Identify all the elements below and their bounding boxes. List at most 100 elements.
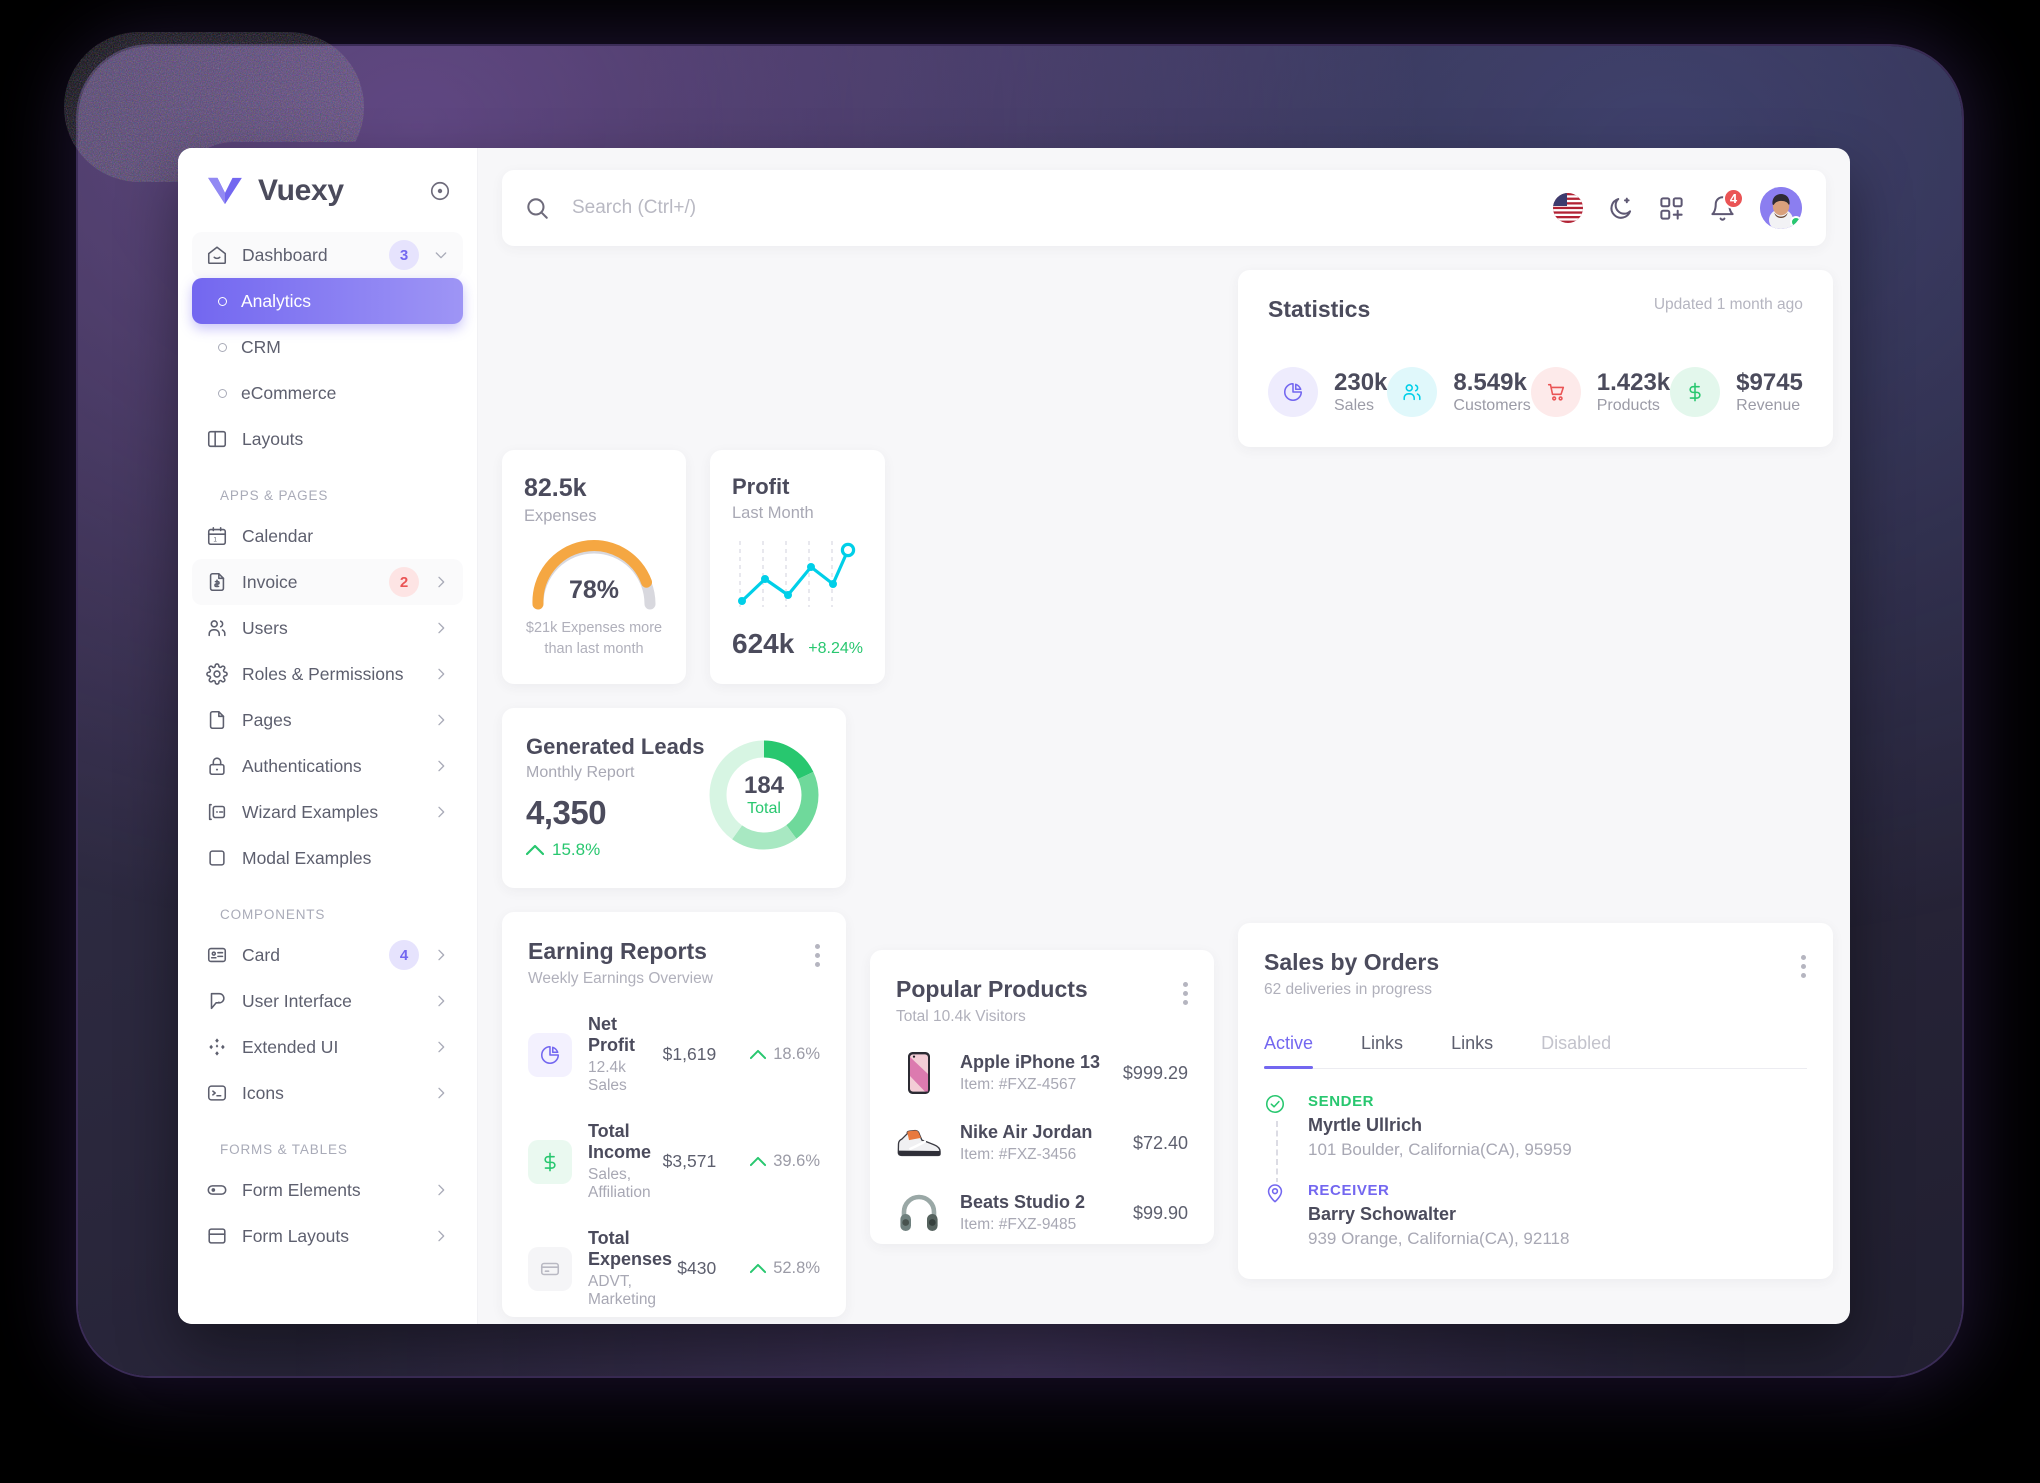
products-title: Popular Products <box>896 976 1088 1002</box>
earning-desc: ADVT, Marketing <box>588 1273 657 1309</box>
moon-icon[interactable] <box>1607 195 1634 222</box>
leads-subtitle: Monthly Report <box>526 764 635 782</box>
sidebar-item-analytics[interactable]: Analytics <box>192 278 463 324</box>
leads-text: Generated Leads Monthly Report 4,350 15.… <box>526 734 706 860</box>
grid-plus-icon[interactable] <box>1658 195 1685 222</box>
earning-amount: $1,619 <box>662 1044 717 1065</box>
sidebar-item-dashboard[interactable]: Dashboard 3 <box>192 232 463 278</box>
orders-title: Sales by Orders <box>1264 949 1440 975</box>
statistics-title: Statistics <box>1268 296 1371 322</box>
sidebar-item-label: eCommerce <box>241 382 337 403</box>
statistic-label: Products <box>1596 396 1660 414</box>
sidebar-item-crm[interactable]: CRM <box>192 324 463 370</box>
earning-pct: 52.8% <box>773 1259 820 1278</box>
product-row: Apple iPhone 13 Item: #FXZ-4567 $999.29 <box>896 1050 1188 1096</box>
sidebar-item-label: Wizard Examples <box>242 801 379 822</box>
earning-amount: $3,571 <box>662 1151 717 1172</box>
notifications-button[interactable]: 4 <box>1709 187 1744 222</box>
sidebar-item-pages[interactable]: Pages <box>192 697 463 743</box>
earning-row: Total Expenses ADVT, Marketing $430 52.8% <box>528 1228 820 1309</box>
sidebar-item-roles-permissions[interactable]: Roles & Permissions <box>192 651 463 697</box>
sidebar-item-label: Calendar <box>242 525 314 546</box>
tab-links-1[interactable]: Links <box>1361 1033 1404 1053</box>
sidebar-item-users[interactable]: Users <box>192 605 463 651</box>
sidebar-item-ecommerce[interactable]: eCommerce <box>192 370 463 416</box>
chevron-right-icon <box>433 758 449 774</box>
earning-pct: 18.6% <box>773 1045 820 1064</box>
statistic-value: 8.549k <box>1453 369 1527 397</box>
product-rows: Apple iPhone 13 Item: #FXZ-4567 $999.29 Nik… <box>896 1050 1188 1236</box>
sidebar-item-form-layouts[interactable]: Form Layouts <box>192 1213 463 1259</box>
kebab-menu-icon[interactable] <box>1801 949 1807 978</box>
statistic-label: Revenue <box>1736 396 1801 414</box>
chevron-right-icon <box>433 947 449 963</box>
timeline-name: Barry Schowalter <box>1308 1204 1457 1224</box>
sidebar-item-wizard-examples[interactable]: Wizard Examples <box>192 789 463 835</box>
earning-name: Net Profit <box>588 1014 635 1056</box>
online-status-dot <box>1790 216 1802 228</box>
tab-links-2[interactable]: Links <box>1451 1033 1494 1053</box>
statistics-updated: Updated 1 month ago <box>1653 296 1803 313</box>
sneaker-icon <box>896 1120 942 1166</box>
diamonds-icon <box>206 1036 228 1058</box>
profit-title: Profit <box>732 474 790 499</box>
product-row: Beats Studio 2 Item: #FXZ-9485 $99.90 <box>896 1190 1188 1236</box>
tab-active-0[interactable]: Active <box>1264 1021 1339 1069</box>
earning-name: Total Income <box>588 1121 652 1163</box>
statistics-header: Statistics Updated 1 month ago <box>1268 296 1803 323</box>
sidebar-item-label: Form Elements <box>242 1179 361 1200</box>
timeline-connector <box>1276 1121 1278 1184</box>
kebab-menu-icon[interactable] <box>1182 976 1188 1005</box>
dot-icon <box>218 388 227 398</box>
navbar-actions: 4 <box>1553 187 1802 229</box>
sidebar-item-label: Analytics <box>241 290 312 311</box>
search-icon[interactable] <box>524 195 550 221</box>
sidebar-item-card[interactable]: Card 4 <box>192 932 463 978</box>
sales-by-orders-card: Sales by Orders 62 deliveries in progres… <box>1238 923 1833 1279</box>
sidebar-item-calendar[interactable]: 1 Calendar <box>192 513 463 559</box>
statistic-item: $9745 Revenue <box>1670 367 1803 417</box>
search-input[interactable] <box>550 197 1553 219</box>
leads-title: Generated Leads <box>526 734 705 760</box>
dollar-icon <box>1670 367 1721 417</box>
sidebar-item-modal-examples[interactable]: Modal Examples <box>192 835 463 881</box>
sidebar-item-icons[interactable]: Icons <box>192 1070 463 1116</box>
expenses-gauge: 78% <box>524 532 664 610</box>
iphone-icon <box>896 1050 942 1096</box>
sidebar-item-user-interface[interactable]: User Interface <box>192 978 463 1024</box>
orders-header: Sales by Orders 62 deliveries in progres… <box>1264 949 1807 999</box>
us-flag-icon[interactable] <box>1553 193 1583 223</box>
dot-icon <box>218 296 227 306</box>
expenses-note: $21k Expenses more than last month <box>525 620 663 658</box>
main-content: 4 <box>478 148 1850 1324</box>
leads-donut-value: 184 <box>744 772 785 799</box>
cart-icon <box>1530 367 1581 417</box>
pin-icon[interactable] <box>429 180 451 202</box>
home-icon <box>206 244 228 266</box>
sidebar-item-badge: 4 <box>389 940 419 970</box>
earning-header: Earning Reports Weekly Earnings Overview <box>528 938 820 988</box>
statistic-value: 1.423k <box>1596 369 1671 397</box>
sidebar-item-authentications[interactable]: Authentications <box>192 743 463 789</box>
sidebar-item-layouts[interactable]: Layouts <box>192 416 463 462</box>
earning-row: Total Income Sales, Affiliation $3,571 39.6… <box>528 1121 820 1202</box>
product-name: Beats Studio 2 <box>960 1192 1086 1212</box>
sidebar-item-label: Modal Examples <box>242 847 372 868</box>
earning-amount: $430 <box>677 1258 717 1279</box>
sidebar-item-invoice[interactable]: Invoice 2 <box>192 559 463 605</box>
expenses-percent: 78% <box>569 576 619 604</box>
statistics-card: Statistics Updated 1 month ago 230k Sales… <box>1238 270 1833 447</box>
chevron-right-icon <box>433 993 449 1009</box>
check-circle-icon <box>1264 1093 1290 1119</box>
sidebar-item-extended-ui[interactable]: Extended UI <box>192 1024 463 1070</box>
sidebar-item-form-elements[interactable]: Form Elements <box>192 1167 463 1213</box>
dashboard-grid: 82.5k Expenses 78% $21k Expenses more th… <box>502 270 1833 1318</box>
kebab-menu-icon[interactable] <box>814 938 820 968</box>
avatar[interactable] <box>1760 187 1802 229</box>
dollar-icon <box>528 1139 572 1184</box>
trend-up-icon <box>750 1049 767 1060</box>
statistic-item: 230k Sales <box>1268 367 1387 417</box>
chevron-right-icon <box>433 1039 449 1055</box>
earning-rows: Net Profit 12.4k Sales $1,619 18.6% Total In… <box>528 1014 820 1309</box>
